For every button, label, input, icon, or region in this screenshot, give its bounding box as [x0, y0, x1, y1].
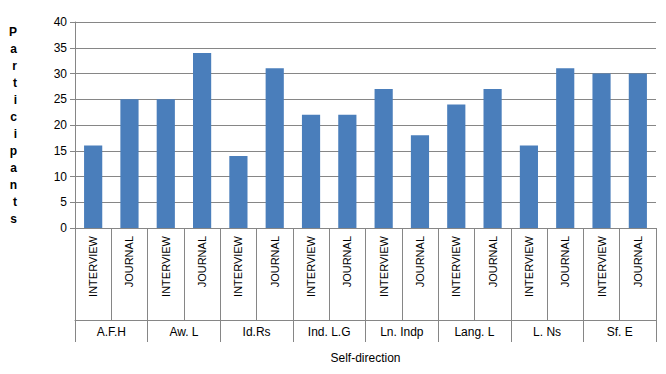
svg-text:JOURNAL: JOURNAL — [341, 236, 353, 287]
svg-text:Ln. Indp: Ln. Indp — [380, 325, 424, 339]
svg-text:Self-direction: Self-direction — [330, 351, 400, 365]
svg-text:JOURNAL: JOURNAL — [269, 236, 281, 287]
svg-text:20: 20 — [54, 118, 68, 132]
svg-text:INTERVIEW: INTERVIEW — [523, 235, 535, 297]
svg-text:INTERVIEW: INTERVIEW — [450, 235, 462, 297]
svg-text:40: 40 — [54, 15, 68, 29]
svg-text:i: i — [14, 127, 17, 141]
svg-text:25: 25 — [54, 92, 68, 106]
svg-text:L. Ns: L. Ns — [533, 325, 561, 339]
svg-text:INTERVIEW: INTERVIEW — [160, 235, 172, 297]
svg-text:t: t — [13, 76, 17, 90]
svg-text:P: P — [9, 25, 17, 39]
svg-text:10: 10 — [54, 170, 68, 184]
svg-text:0: 0 — [60, 221, 67, 235]
svg-text:15: 15 — [54, 144, 68, 158]
svg-text:30: 30 — [54, 67, 68, 81]
svg-text:INTERVIEW: INTERVIEW — [596, 235, 608, 297]
svg-text:Sf. E: Sf. E — [607, 325, 633, 339]
svg-text:t: t — [13, 195, 17, 209]
svg-text:JOURNAL: JOURNAL — [559, 236, 571, 287]
svg-text:s: s — [10, 212, 17, 226]
svg-text:35: 35 — [54, 41, 68, 55]
svg-text:JOURNAL: JOURNAL — [123, 236, 135, 287]
svg-text:c: c — [10, 110, 17, 124]
svg-text:a: a — [10, 42, 17, 56]
svg-text:INTERVIEW: INTERVIEW — [87, 235, 99, 297]
svg-text:5: 5 — [60, 195, 67, 209]
svg-text:JOURNAL: JOURNAL — [632, 236, 644, 287]
svg-text:A.F.H: A.F.H — [97, 325, 126, 339]
svg-text:Lang. L: Lang. L — [454, 325, 494, 339]
svg-text:r: r — [12, 59, 17, 73]
svg-text:JOURNAL: JOURNAL — [196, 236, 208, 287]
svg-text:n: n — [10, 178, 17, 192]
svg-text:INTERVIEW: INTERVIEW — [305, 235, 317, 297]
svg-text:Aw. L: Aw. L — [169, 325, 198, 339]
svg-text:JOURNAL: JOURNAL — [487, 236, 499, 287]
svg-text:INTERVIEW: INTERVIEW — [378, 235, 390, 297]
svg-text:INTERVIEW: INTERVIEW — [232, 235, 244, 297]
svg-text:Id.Rs: Id.Rs — [243, 325, 271, 339]
svg-text:a: a — [10, 161, 17, 175]
svg-text:p: p — [10, 144, 17, 158]
svg-text:Ind. L.G: Ind. L.G — [308, 325, 351, 339]
svg-text:i: i — [14, 93, 17, 107]
svg-text:JOURNAL: JOURNAL — [414, 236, 426, 287]
